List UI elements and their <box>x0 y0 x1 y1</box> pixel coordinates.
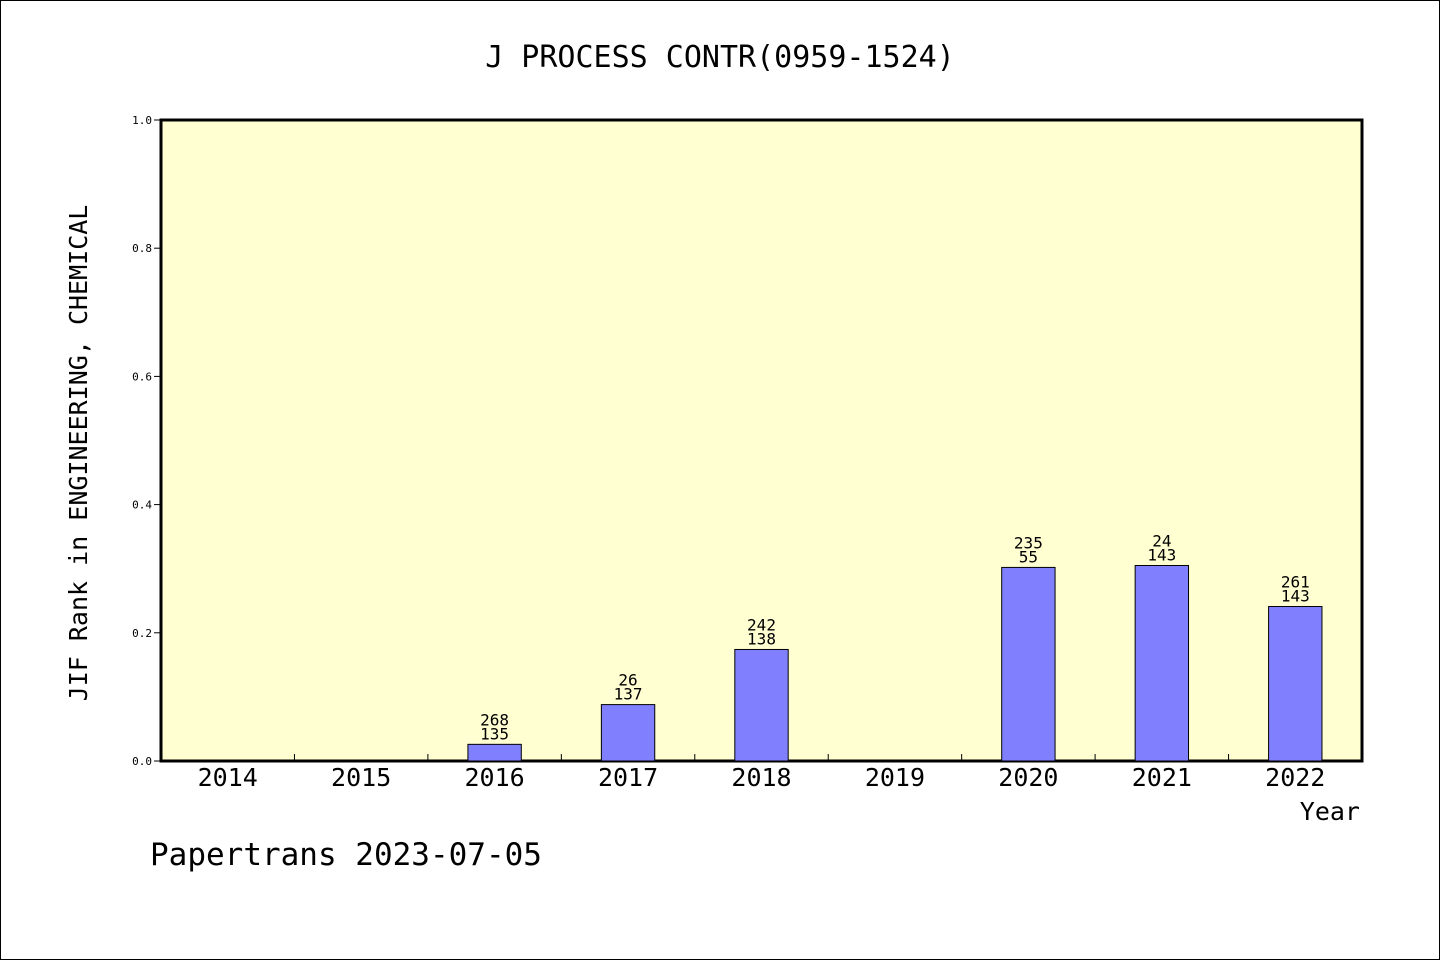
bar-label-top: 261 <box>1281 573 1310 592</box>
bar-label-bottom: 143 <box>1281 587 1310 606</box>
y-tick-label: 0.2 <box>132 627 152 640</box>
y-axis-ticks: 0.0 0.2 0.4 0.6 0.8 1.0 <box>132 114 161 768</box>
x-tick-label: 2020 <box>998 763 1058 792</box>
bar-label-top: 235 <box>1014 533 1043 552</box>
x-tick-label: 2019 <box>865 763 925 792</box>
x-tick-label: 2014 <box>198 763 258 792</box>
y-tick-label: 0.4 <box>132 499 152 512</box>
bar-2022 <box>1268 606 1323 762</box>
bar-2020 <box>1001 566 1056 762</box>
x-tick-label: 2022 <box>1265 763 1325 792</box>
x-axis-ticks: 2014 2015 2016 2017 2018 2019 2020 2021 2022 <box>198 754 1325 792</box>
footer-credit: Papertrans 2023-07-05 <box>150 837 542 873</box>
y-axis-label: JIF Rank in ENGINEERING, CHEMICAL <box>64 205 93 702</box>
bar-label-top: 242 <box>747 615 776 634</box>
y-tick-label: 1.0 <box>132 114 152 127</box>
bar-label-bottom: 143 <box>1147 545 1176 564</box>
bar-label-bottom: 135 <box>480 724 509 743</box>
bar-2018 <box>734 648 789 762</box>
x-tick-label: 2018 <box>731 763 791 792</box>
bar-2017 <box>600 704 656 762</box>
bar-label-bottom: 137 <box>614 685 643 704</box>
chart-title: J PROCESS CONTR(0959-1524) <box>485 40 955 75</box>
y-tick-label: 0.8 <box>132 242 152 255</box>
x-tick-label: 2017 <box>598 763 658 792</box>
y-tick-label: 0.6 <box>132 370 152 383</box>
bar-2021 <box>1134 564 1190 762</box>
bar-2016 <box>467 743 522 762</box>
bars <box>467 564 1323 762</box>
bar-label-top: 26 <box>618 671 637 690</box>
x-tick-label: 2015 <box>331 763 391 792</box>
bar-label-bottom: 138 <box>747 629 776 648</box>
bar-label-top: 268 <box>480 710 509 729</box>
x-tick-label: 2021 <box>1132 763 1192 792</box>
bar-label-bottom: 55 <box>1019 547 1038 566</box>
bar-label-top: 24 <box>1152 531 1171 550</box>
y-tick-label: 0.0 <box>132 755 152 768</box>
x-tick-label: 2016 <box>465 763 525 792</box>
x-axis-label: Year <box>1300 797 1360 826</box>
